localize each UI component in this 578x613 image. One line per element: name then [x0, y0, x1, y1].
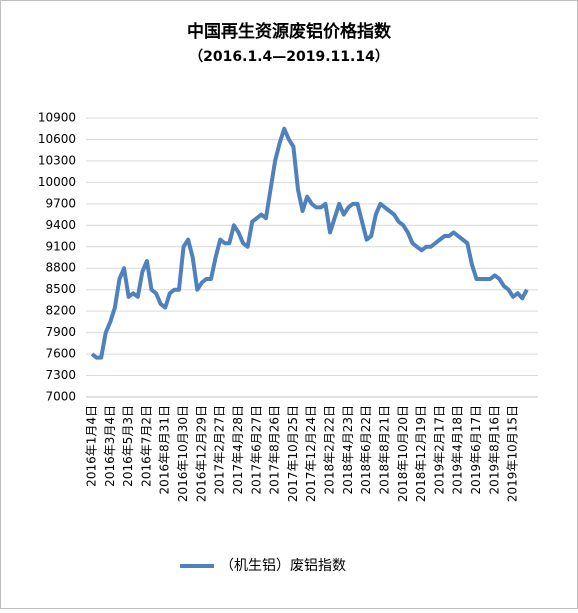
- x-tick-label: 2019年8月16日: [487, 405, 501, 494]
- y-tick-label: 10300: [38, 153, 76, 167]
- x-tick-label: 2016年8月31日: [158, 405, 172, 494]
- x-tick-label: 2019年10月15日: [506, 405, 520, 502]
- x-tick-label: 2016年1月4日: [85, 405, 99, 487]
- y-tick-label: 10600: [38, 132, 76, 146]
- y-tick-label: 7300: [45, 368, 76, 382]
- y-tick-label: 9400: [45, 218, 76, 232]
- chart-title: 中国再生资源废铝价格指数: [187, 21, 392, 42]
- x-tick-label: 2016年10月30日: [176, 405, 190, 502]
- x-tick-label: 2017年8月26日: [268, 405, 282, 494]
- x-tick-label: 2019年2月17日: [432, 405, 446, 494]
- x-tick-label: 2018年4月23日: [341, 405, 355, 494]
- y-tick-label: 8200: [45, 304, 76, 318]
- x-tick-label: 2019年6月17日: [469, 405, 483, 494]
- x-tick-label: 2016年12月29日: [194, 405, 208, 502]
- x-tick-label: 2016年3月4日: [103, 405, 117, 487]
- x-tick-label: 2016年5月3日: [121, 405, 135, 487]
- y-tick-label: 10900: [38, 111, 76, 125]
- x-tick-label: 2017年10月25日: [286, 405, 300, 502]
- chart-subtitle: （2016.1.4—2019.11.14）: [189, 49, 389, 65]
- x-tick-label: 2017年2月27日: [213, 405, 227, 494]
- y-tick-label: 7600: [45, 347, 76, 361]
- x-tick-label: 2017年12月24日: [304, 405, 318, 502]
- x-tick-label: 2018年12月19日: [414, 405, 428, 502]
- x-tick-label: 2016年7月2日: [139, 405, 153, 487]
- y-tick-label: 8500: [45, 282, 76, 296]
- y-tick-label: 9100: [45, 239, 76, 253]
- y-tick-label: 7900: [45, 325, 76, 339]
- y-tick-label: 10000: [38, 175, 76, 189]
- x-tick-label: 2018年8月21日: [377, 405, 391, 494]
- x-tick-label: 2018年2月22日: [323, 405, 337, 494]
- legend-label: （机生铝）废铝指数: [220, 558, 346, 574]
- data-line: [90, 126, 529, 360]
- x-tick-label: 2018年6月22日: [359, 405, 373, 494]
- y-tick-label: 7000: [45, 390, 76, 404]
- y-tick-label: 9700: [45, 196, 76, 210]
- y-tick-label: 8800: [45, 261, 76, 275]
- x-tick-label: 2019年4月18日: [451, 405, 465, 494]
- x-tick-label: 2017年6月27日: [249, 405, 263, 494]
- x-tick-label: 2017年4月28日: [231, 405, 245, 494]
- x-tick-label: 2018年10月20日: [396, 405, 410, 502]
